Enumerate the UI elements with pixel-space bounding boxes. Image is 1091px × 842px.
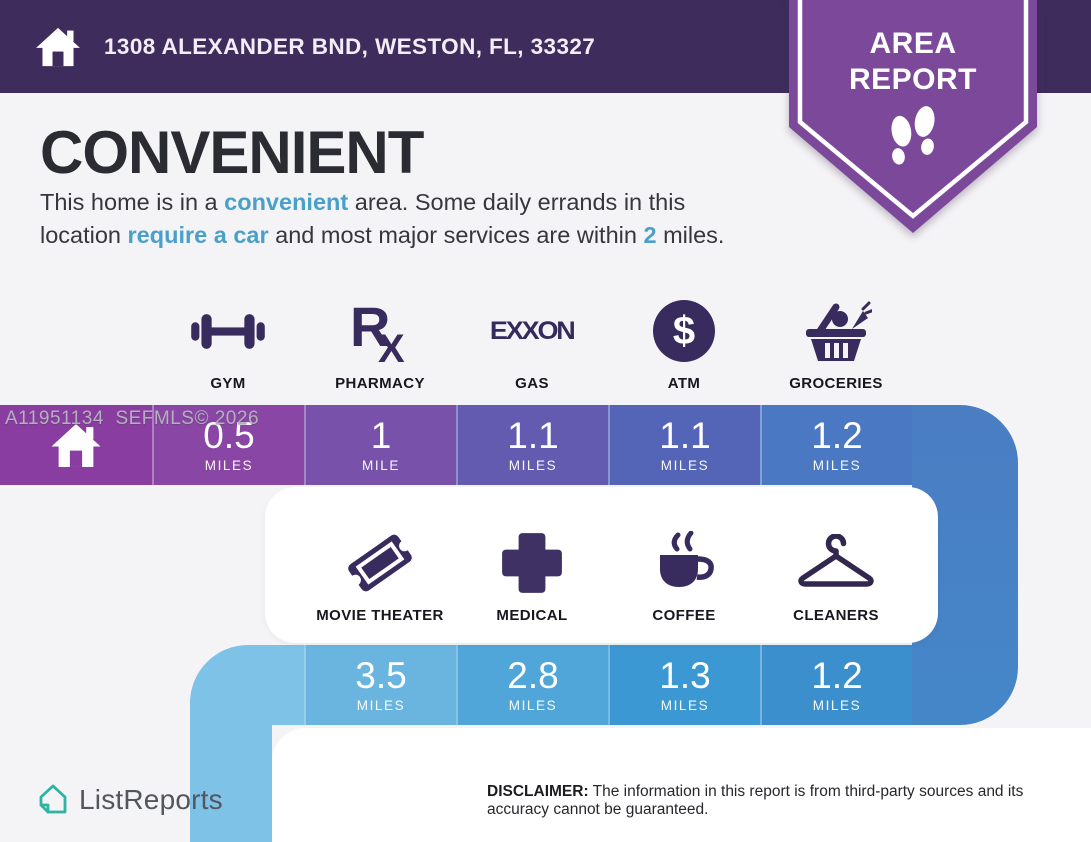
- distance-unit: MILE: [362, 458, 400, 473]
- distance-unit: MILES: [812, 458, 862, 473]
- description-text: area. Some daily errands in this: [348, 189, 686, 215]
- service-medical: MEDICAL: [450, 526, 614, 624]
- description-text: This home is in a: [40, 189, 225, 215]
- service-label: GYM: [210, 375, 246, 392]
- hanger-icon: [798, 534, 874, 587]
- home-icon: [51, 423, 101, 467]
- service-atm: $ ATM: [602, 294, 766, 392]
- footprints-icon: [891, 106, 935, 165]
- distance-unit: MILES: [204, 458, 254, 473]
- exxon-logo: EXXON: [490, 316, 576, 345]
- distance-cell: 1.2 MILES: [760, 405, 912, 485]
- distance-value: 1.3: [659, 655, 711, 696]
- service-gym: GYM: [146, 294, 310, 392]
- distance-value: 1.2: [811, 415, 863, 456]
- disclaimer-label: DISCLAIMER:: [487, 783, 589, 800]
- disclaimer: DISCLAIMER: The information in this repo…: [487, 783, 1065, 819]
- rx-icon: R X: [350, 298, 405, 364]
- service-movie-theater: MOVIE THEATER: [298, 526, 462, 624]
- svg-text:R: R: [350, 298, 390, 358]
- grocery-basket-icon: [806, 301, 872, 361]
- description-text: and most major services are within: [268, 222, 644, 248]
- distance-cell: 1.3 MILES: [608, 645, 760, 725]
- distance-cell: 1.1 MILES: [608, 405, 760, 485]
- home-icon: [36, 27, 80, 66]
- dumbbell-icon: [191, 313, 265, 349]
- coffee-cup-icon: [660, 531, 714, 587]
- service-label: GAS: [515, 375, 549, 392]
- movie-ticket-icon: [348, 534, 412, 592]
- area-report-badge: AREA REPORT: [789, 0, 1037, 236]
- distance-value: 1.1: [659, 415, 711, 456]
- footer-card: [272, 728, 1091, 842]
- property-address: 1308 ALEXANDER BND, WESTON, FL, 33327: [104, 33, 596, 59]
- distance-unit: MILES: [660, 698, 710, 713]
- badge-line1: AREA: [869, 27, 957, 60]
- description-highlight: convenient: [224, 189, 349, 215]
- distance-value: 1.2: [811, 655, 863, 696]
- service-label: ATM: [667, 375, 701, 392]
- distance-band-row2: 3.5 MILES 2.8 MILES 1.3 MILES 1.2 MILES: [304, 645, 912, 725]
- dollar-circle-icon: $: [653, 300, 715, 362]
- walkability-rating-title: CONVENIENT: [40, 119, 424, 186]
- distance-value: 0.5: [203, 415, 255, 456]
- service-label: MEDICAL: [496, 607, 568, 624]
- badge-title: AREA REPORT: [789, 26, 1037, 98]
- distance-unit: MILES: [508, 458, 558, 473]
- distance-unit: MILES: [812, 698, 862, 713]
- distance-cell: 1.1 MILES: [456, 405, 608, 485]
- disclaimer-text: The information in this report is from t…: [487, 783, 1024, 818]
- description-text: location: [40, 222, 128, 248]
- distance-cell: 3.5 MILES: [304, 645, 456, 725]
- distance-value: 1.1: [507, 415, 559, 456]
- badge-line2: REPORT: [848, 63, 977, 96]
- area-description: This home is in a convenient area. Some …: [40, 186, 770, 252]
- mls-watermark: A11951134 SEFMLS© 2026: [5, 408, 260, 429]
- service-label: MOVIE THEATER: [316, 607, 444, 624]
- distance-unit: MILES: [660, 458, 710, 473]
- service-gas: EXXON GAS: [450, 294, 614, 393]
- description-text: miles.: [656, 222, 725, 248]
- dollar-sign: $: [672, 308, 696, 353]
- home-start-cell: [0, 405, 152, 485]
- medical-cross-icon: [502, 533, 562, 593]
- service-label: COFFEE: [652, 607, 716, 624]
- service-groceries: GROCERIES: [754, 294, 918, 392]
- service-label: GROCERIES: [789, 375, 883, 392]
- path-strip-down: [190, 700, 272, 842]
- description-highlight: 2: [643, 222, 657, 248]
- listreports-logo: ListReports: [36, 782, 223, 818]
- distance-cell: 1 MILE: [304, 405, 456, 485]
- distance-band-row1: 0.5 MILES 1 MILE 1.1 MILES 1.1 MILES 1.2…: [0, 405, 912, 485]
- listreports-house-icon: [39, 784, 67, 814]
- distance-unit: MILES: [508, 698, 558, 713]
- service-pharmacy: R X PHARMACY: [298, 294, 462, 392]
- brand-name: ListReports: [79, 784, 223, 815]
- description-highlight: require a car: [127, 222, 269, 248]
- distance-cell: 1.2 MILES: [760, 645, 912, 725]
- distance-value: 2.8: [507, 655, 559, 696]
- distance-unit: MILES: [356, 698, 406, 713]
- distance-value: 3.5: [355, 655, 407, 696]
- service-cleaners: CLEANERS: [754, 526, 918, 624]
- distance-value: 1: [370, 415, 392, 456]
- service-label: PHARMACY: [335, 375, 425, 392]
- distance-cell: 2.8 MILES: [456, 645, 608, 725]
- service-coffee: COFFEE: [602, 526, 766, 624]
- service-label: CLEANERS: [793, 607, 879, 624]
- pennant-ribbon: [789, 0, 1037, 233]
- distance-cell: 0.5 MILES: [152, 405, 304, 485]
- svg-text:X: X: [378, 327, 405, 364]
